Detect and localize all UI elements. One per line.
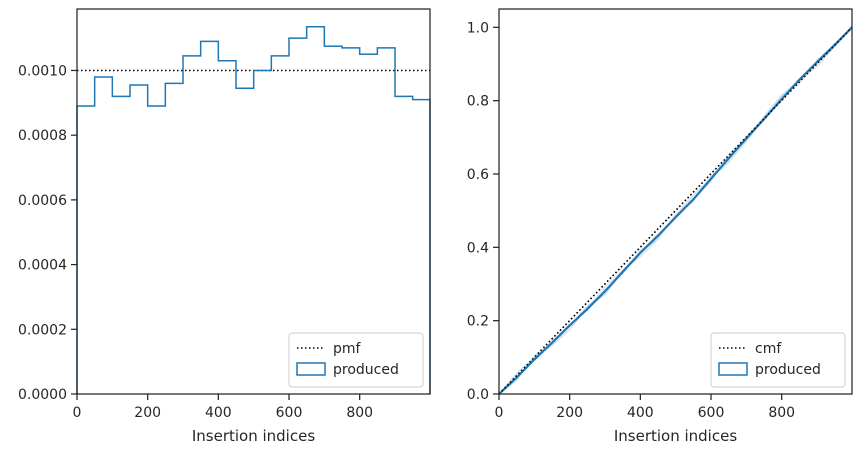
- x-axis-label: Insertion indices: [192, 427, 315, 445]
- x-tick-label: 800: [346, 405, 373, 421]
- y-tick-label: 0.0: [467, 387, 489, 403]
- cmf-panel: 0 200 400 600 800 0.0 0.2 0.4 0.6 0.8 1.0 Insertion…: [467, 8, 853, 445]
- x-tick-label: 600: [698, 405, 725, 421]
- x-tick-label: 0: [495, 405, 504, 421]
- x-tick-label: 600: [276, 405, 303, 421]
- pmf-panel: 0 200 400 600 800 0.0000 0.0002 0.0004 0.0006 0.0…: [18, 8, 431, 445]
- x-tick-label: 400: [205, 405, 232, 421]
- cmf-reference-overlay: [498, 26, 853, 395]
- x-tick-label: 400: [627, 405, 654, 421]
- y-tick-label: 0.8: [467, 94, 489, 110]
- x-axis-label: Insertion indices: [614, 427, 737, 445]
- legend-box: [710, 332, 846, 388]
- x-tick-label: 200: [556, 405, 583, 421]
- y-tick-label: 0.0010: [18, 63, 67, 79]
- y-tick-label: 0.2: [467, 314, 489, 330]
- y-tick-label: 0.4: [467, 240, 489, 256]
- y-tick-label: 0.6: [467, 167, 489, 183]
- y-tick-label: 0.0006: [18, 193, 67, 209]
- legend-entry-produced: produced: [755, 362, 821, 378]
- x-tick-label: 0: [73, 405, 82, 421]
- legend-box: [288, 332, 424, 388]
- y-tick-label: 0.0004: [18, 258, 67, 274]
- y-tick-label: 0.0000: [18, 387, 67, 403]
- legend: pmf produced: [288, 332, 424, 388]
- legend-entry-reference: cmf: [755, 341, 782, 357]
- y-tick-label: 0.0002: [18, 322, 67, 338]
- x-tick-label: 200: [134, 405, 161, 421]
- legend-entry-reference: pmf: [333, 341, 362, 357]
- x-tick-label: 800: [768, 405, 795, 421]
- legend: cmf produced: [710, 332, 846, 388]
- legend-produced-swatch: [718, 362, 748, 376]
- produced-histogram-outline: [76, 26, 431, 394]
- axes-frame: [498, 8, 853, 395]
- legend-produced-swatch: [296, 362, 326, 376]
- axes-frame: [76, 8, 431, 395]
- y-tick-label: 1.0: [467, 20, 489, 36]
- legend-entry-produced: produced: [333, 362, 399, 378]
- y-tick-label: 0.0008: [18, 128, 67, 144]
